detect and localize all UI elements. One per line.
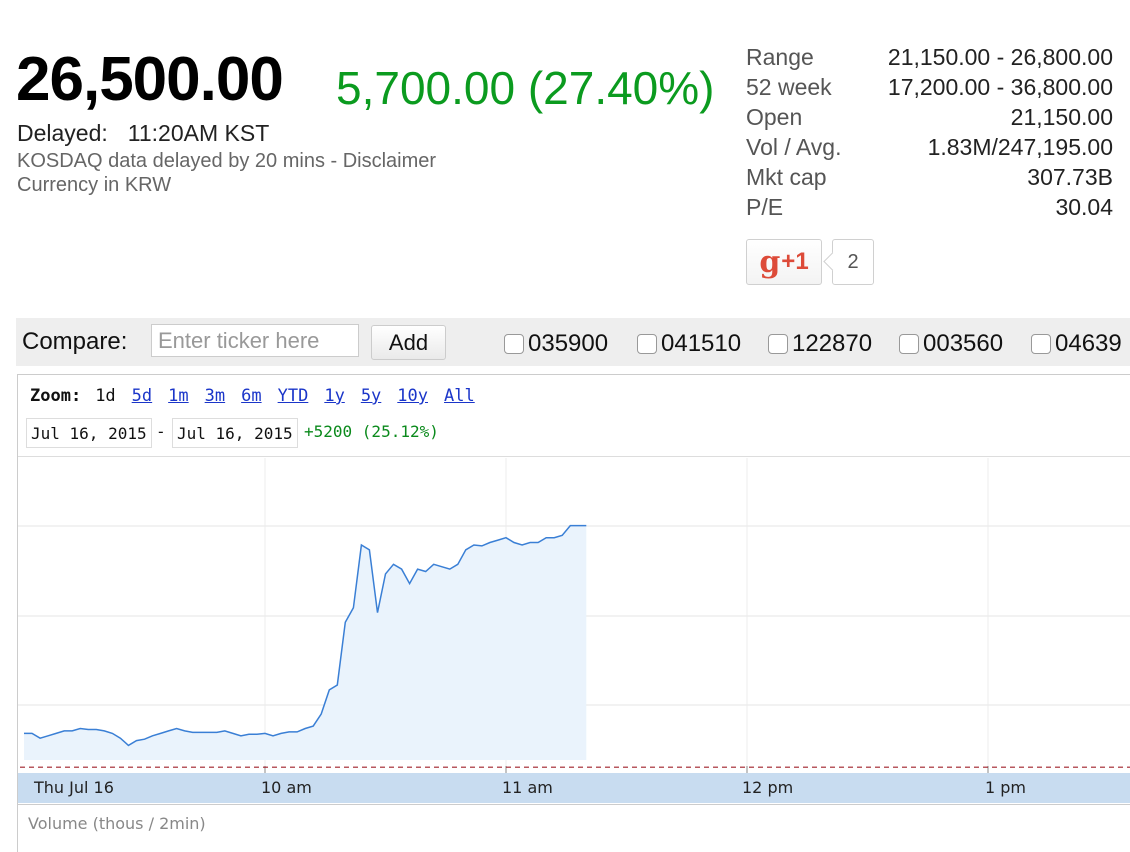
volume-label: Volume (thous / 2min): [28, 814, 206, 833]
stat-mkt-cap: Mkt cap 307.73B: [746, 162, 1113, 192]
stats-table: Range 21,150.00 - 26,800.00 52 week 17,200…: [746, 42, 1113, 222]
stat-open: Open 21,150.00: [746, 102, 1113, 132]
checkbox-icon[interactable]: [637, 334, 657, 354]
compare-ticker-checkbox[interactable]: 035900: [504, 330, 608, 358]
stat-value: 1.83M/247,195.00: [927, 134, 1113, 160]
stat-value: 21,150.00 - 26,800.00: [887, 44, 1113, 70]
x-tick-label: 10 am: [261, 778, 312, 797]
ticker-input[interactable]: [151, 324, 359, 357]
delayed-label: Delayed:: [17, 120, 108, 146]
google-plus-button[interactable]: g +1: [746, 239, 822, 285]
zoom-ytd[interactable]: YTD: [277, 386, 309, 406]
price-change: 5,700.00 (27.40%): [336, 62, 715, 114]
compare-ticker-checkbox[interactable]: 041510: [637, 330, 741, 358]
x-tick-label: 1 pm: [985, 778, 1027, 797]
zoom-6m[interactable]: 6m: [241, 386, 262, 406]
google-plus-count: 2: [832, 239, 874, 285]
stat-label: Range: [746, 44, 814, 70]
stat-label: 52 week: [746, 74, 832, 100]
price-area: [24, 525, 587, 760]
checkbox-icon[interactable]: [1031, 334, 1051, 354]
zoom-10y[interactable]: 10y: [397, 386, 429, 406]
compare-ticker-label: 041510: [661, 330, 742, 357]
delayed-time: 11:20AM KST: [127, 120, 270, 146]
stat-value: 30.04: [1055, 194, 1113, 220]
stat-label: Open: [746, 104, 803, 130]
stat-label: Vol / Avg.: [746, 134, 842, 160]
checkbox-icon[interactable]: [768, 334, 788, 354]
time-axis-bar: [18, 773, 1130, 803]
compare-ticker-checkbox[interactable]: 04639: [1031, 330, 1122, 358]
x-tick-label: 12 pm: [742, 778, 794, 797]
range-change: +5200 (25.12%): [304, 422, 439, 441]
zoom-controls: Zoom: 1d 5d 1m 3m 6m YTD 1y 5y 10y All: [30, 386, 491, 406]
compare-ticker-label: 122870: [792, 330, 873, 357]
zoom-1m[interactable]: 1m: [168, 386, 189, 406]
stat-range: Range 21,150.00 - 26,800.00: [746, 42, 1113, 72]
checkbox-icon[interactable]: [899, 334, 919, 354]
compare-ticker-label: 04639: [1055, 330, 1122, 357]
google-plus-one-label: +1: [781, 248, 809, 275]
delayed-status: Delayed: 11:20AM KST: [17, 120, 269, 147]
zoom-3m[interactable]: 3m: [204, 386, 226, 406]
stat-52-week: 52 week 17,200.00 - 36,800.00: [746, 72, 1113, 102]
add-ticker-button[interactable]: Add: [371, 325, 446, 360]
stat-pe: P/E 30.04: [746, 192, 1113, 222]
zoom-all[interactable]: All: [444, 386, 475, 406]
currency-note: Currency in KRW: [17, 174, 172, 196]
chart-panel: [17, 374, 1130, 852]
stat-vol-avg: Vol / Avg. 1.83M/247,195.00: [746, 132, 1113, 162]
zoom-5y[interactable]: 5y: [360, 386, 382, 406]
x-tick-label: 11 am: [502, 778, 553, 797]
last-price: 26,500.00: [16, 45, 284, 114]
price-line: [24, 524, 587, 747]
zoom-1y[interactable]: 1y: [324, 386, 345, 406]
x-tick-label: Thu Jul 16: [34, 778, 114, 797]
zoom-1d[interactable]: 1d: [95, 386, 116, 406]
date-to-field[interactable]: Jul 16, 2015: [172, 418, 298, 448]
compare-ticker-checkbox[interactable]: 003560: [899, 330, 1003, 358]
stat-value: 307.73B: [1027, 164, 1113, 190]
volume-divider: [18, 804, 1130, 805]
compare-label: Compare:: [22, 328, 128, 355]
stat-label: P/E: [746, 194, 784, 220]
stat-value: 17,200.00 - 36,800.00: [887, 74, 1113, 100]
stat-value: 21,150.00: [1010, 104, 1113, 130]
google-plus-icon: g: [759, 244, 781, 280]
zoom-5d[interactable]: 5d: [131, 386, 153, 406]
zoom-label: Zoom:: [30, 386, 82, 406]
date-from-field[interactable]: Jul 16, 2015: [26, 418, 152, 448]
checkbox-icon[interactable]: [504, 334, 524, 354]
date-separator: -: [156, 422, 166, 441]
google-plus-count-value: 2: [847, 250, 859, 273]
disclaimer-link[interactable]: KOSDAQ data delayed by 20 mins - Disclai…: [17, 150, 437, 172]
compare-ticker-label: 003560: [923, 330, 1004, 357]
compare-ticker-checkbox[interactable]: 122870: [768, 330, 872, 358]
stat-label: Mkt cap: [746, 164, 827, 190]
compare-ticker-label: 035900: [528, 330, 609, 357]
chart-divider: [18, 456, 1130, 457]
